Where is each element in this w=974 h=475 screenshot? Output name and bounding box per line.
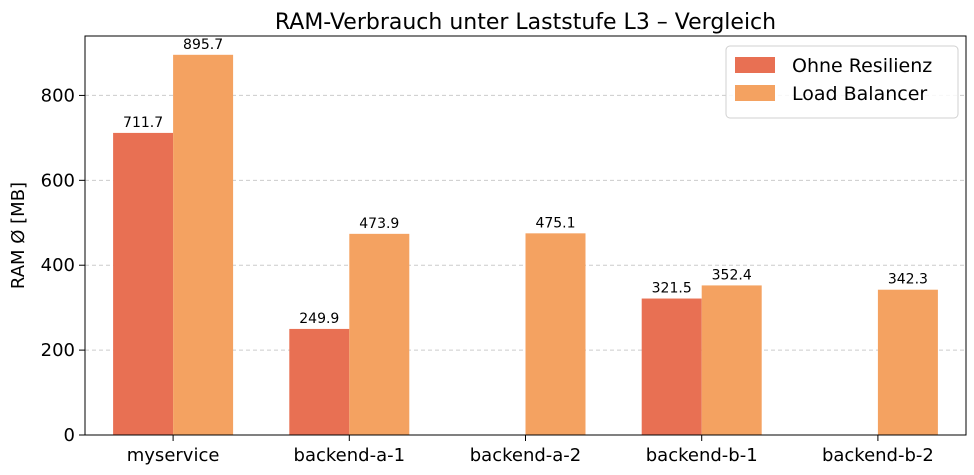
y-tick-label: 800 bbox=[41, 85, 75, 106]
y-tick-label: 400 bbox=[41, 255, 75, 276]
bar-value-label: 352.4 bbox=[712, 267, 752, 283]
x-tick-label: backend-a-2 bbox=[470, 445, 582, 466]
bar-load-balancer bbox=[877, 289, 938, 435]
value-labels: 711.7 895.7 249.9 473.9 475.1 321.5 352.4 342.3 bbox=[123, 37, 928, 327]
bar-load-balancer bbox=[349, 233, 410, 435]
y-axis-label: RAM Ø [MB] bbox=[8, 182, 29, 289]
bar-ohne-resilienz bbox=[113, 132, 174, 435]
bar-value-label: 473.9 bbox=[359, 216, 399, 232]
bars bbox=[113, 54, 938, 436]
bar-value-label: 475.1 bbox=[535, 215, 575, 231]
bar-value-label: 711.7 bbox=[123, 115, 163, 131]
bar-value-label: 342.3 bbox=[888, 272, 928, 288]
legend-swatch bbox=[735, 57, 775, 73]
x-tick-label: backend-a-1 bbox=[294, 445, 406, 466]
x-tick-label: myservice bbox=[127, 445, 220, 466]
axes: 0 200 400 600 800 myservice backend-a-1 backend… bbox=[41, 35, 967, 466]
bar-ohne-resilienz bbox=[289, 328, 350, 435]
bar-value-label: 321.5 bbox=[652, 281, 692, 297]
y-tick-label: 200 bbox=[41, 340, 75, 361]
bar-value-label: 249.9 bbox=[299, 311, 339, 327]
legend-box bbox=[725, 45, 959, 119]
bar-load-balancer bbox=[525, 233, 586, 435]
legend: Ohne Resilienz Load Balancer bbox=[725, 45, 959, 119]
legend-label: Load Balancer bbox=[792, 83, 927, 105]
legend-label: Ohne Resilienz bbox=[792, 55, 932, 77]
bar-load-balancer bbox=[701, 285, 762, 435]
bar-ohne-resilienz bbox=[641, 298, 702, 435]
chart-title: RAM-Verbrauch unter Laststufe L3 – Vergl… bbox=[275, 10, 776, 35]
bar-load-balancer bbox=[173, 54, 234, 436]
legend-swatch bbox=[735, 85, 775, 101]
y-tick-label: 600 bbox=[41, 170, 75, 191]
bar-value-label: 895.7 bbox=[183, 37, 223, 53]
plot-frame bbox=[84, 35, 967, 436]
y-tick-label: 0 bbox=[64, 425, 75, 446]
x-tick-label: backend-b-2 bbox=[822, 445, 934, 466]
x-tick-label: backend-b-1 bbox=[646, 445, 758, 466]
